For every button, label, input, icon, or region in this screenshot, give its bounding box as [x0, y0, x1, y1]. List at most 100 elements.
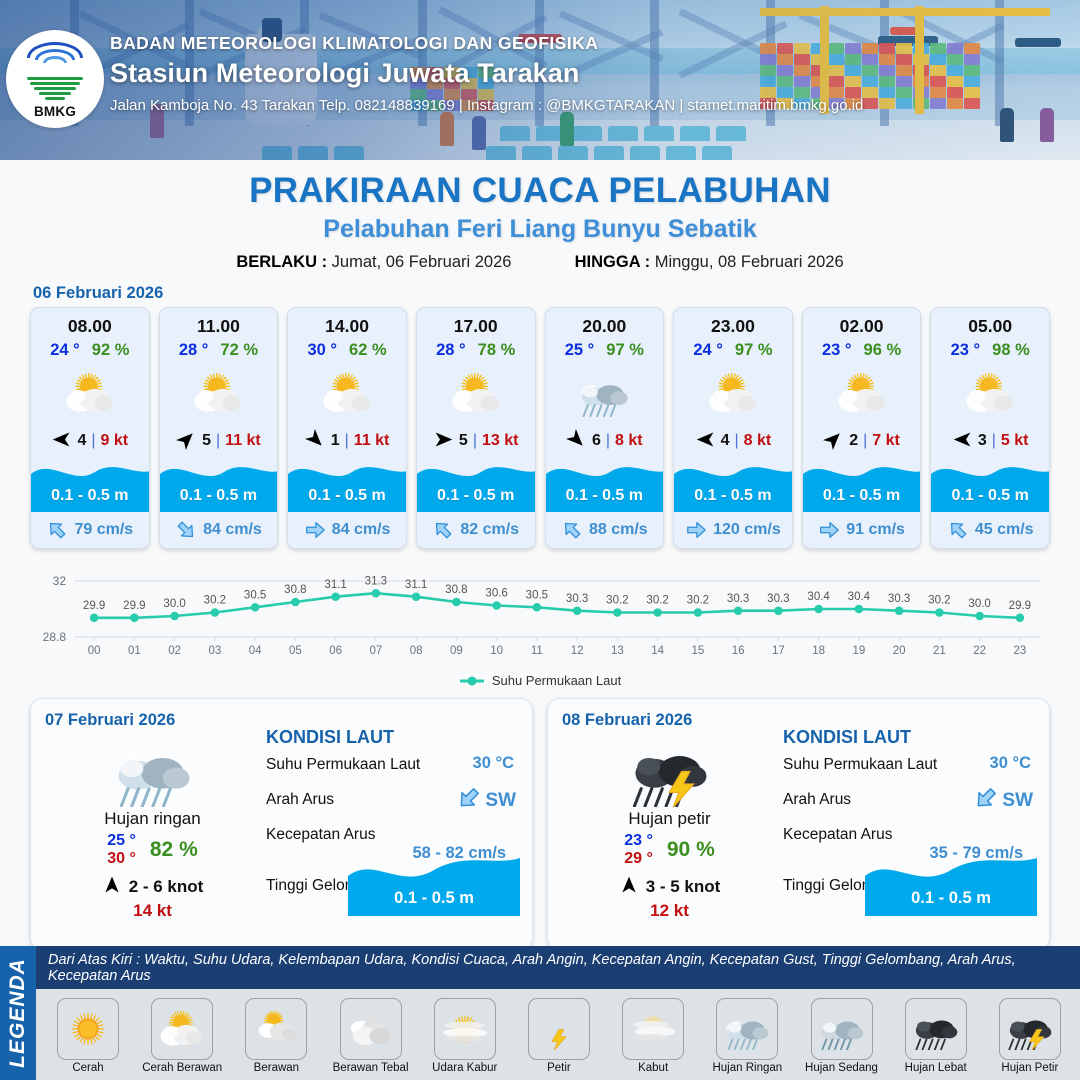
day2-condition: Hujan ringan — [104, 809, 201, 828]
forecast-card[interactable]: 14.00 30 ° 62 % 1 | 11 kt 0.1 - 0.5 m 84… — [287, 307, 407, 549]
day2-wave-graphic: 0.1 - 0.5 m — [348, 850, 520, 916]
card-current-row: 45 cm/s — [931, 512, 1049, 548]
day2-humidity: 82 % — [149, 838, 198, 862]
day3-humidity: 90 % — [666, 838, 715, 862]
svg-text:01: 01 — [128, 645, 141, 657]
svg-text:09: 09 — [450, 645, 463, 657]
svg-text:22: 22 — [973, 645, 986, 657]
svg-text:29.9: 29.9 — [123, 600, 145, 612]
card-wind-speed: 5 — [458, 432, 468, 449]
legend-item-label: Hujan Ringan — [712, 1061, 783, 1074]
card-wind-speed: 2 — [849, 432, 859, 449]
legend-item: Udara Kabur — [421, 997, 509, 1074]
card-gust: 13 kt — [481, 432, 519, 449]
forecast-card[interactable]: 11.00 28 ° 72 % 5 | 11 kt 0.1 - 0.5 m 84… — [158, 307, 279, 549]
card-humidity: 78 % — [477, 341, 516, 359]
legend-item: Hujan Petir — [986, 997, 1074, 1074]
wind-direction-arrow-icon — [51, 429, 72, 454]
svg-text:30.3: 30.3 — [888, 593, 910, 605]
card-gust: 5 kt — [1000, 432, 1029, 449]
card-wind-row: 1 | 11 kt — [288, 424, 406, 458]
card-current-row: 79 cm/s — [31, 512, 149, 548]
card-wind-row: 4 | 8 kt — [674, 424, 792, 458]
day3-sst-label: Suhu Permukaan Laut — [783, 756, 938, 773]
forecast-card[interactable]: 05.00 23 ° 98 % 3 | 5 kt 0.1 - 0.5 m 45 … — [930, 307, 1050, 549]
card-temperature: 23 ° — [950, 341, 981, 359]
separator: | — [863, 432, 868, 449]
legend-item: Hujan Lebat — [892, 997, 980, 1074]
forecast-card[interactable]: 08.00 24 ° 92 % 4 | 9 kt 0.1 - 0.5 m 79 … — [30, 307, 150, 549]
day2-current-speed-label: Kecepatan Arus — [266, 826, 376, 843]
forecast-card[interactable]: 02.00 23 ° 96 % 2 | 7 kt 0.1 - 0.5 m 91 … — [801, 307, 922, 549]
separator: | — [472, 432, 477, 449]
card-current-speed: 84 cm/s — [331, 521, 391, 538]
card-current-speed: 45 cm/s — [974, 521, 1034, 538]
svg-text:14: 14 — [651, 645, 664, 657]
svg-text:30.4: 30.4 — [807, 591, 830, 603]
cerah-berawan-icon — [288, 362, 406, 424]
card-wind-speed: 1 — [330, 432, 340, 449]
card-current-speed: 82 cm/s — [460, 521, 520, 538]
card-humidity: 92 % — [91, 341, 130, 359]
cerah-berawan-icon — [803, 362, 921, 424]
svg-text:08: 08 — [410, 645, 423, 657]
svg-text:31.1: 31.1 — [405, 579, 427, 591]
card-time: 23.00 — [711, 316, 755, 336]
day3-temp-min: 23 ° — [624, 832, 653, 849]
svg-text:29.9: 29.9 — [83, 600, 105, 612]
legend-item-label: Berawan — [253, 1061, 300, 1074]
legend-item-label: Kabut — [638, 1061, 669, 1074]
forecast-card[interactable]: 20.00 25 ° 97 % 6 | 8 kt 0.1 - 0.5 m 88 … — [544, 307, 665, 549]
card-gust: 7 kt — [872, 432, 900, 449]
agency-name: BADAN METEOROLOGI KLIMATOLOGI DAN GEOFIS… — [110, 33, 599, 53]
card-wind-speed: 6 — [591, 432, 601, 449]
card-humidity: 97 % — [734, 341, 773, 359]
legend-item: Petir — [515, 997, 603, 1074]
forecast-card[interactable]: 23.00 24 ° 97 % 4 | 8 kt 0.1 - 0.5 m 120… — [673, 307, 793, 549]
card-current-row: 84 cm/s — [288, 512, 406, 548]
svg-text:05: 05 — [289, 645, 302, 657]
svg-text:30.2: 30.2 — [687, 595, 709, 607]
card-wave-block: 0.1 - 0.5 m — [288, 456, 406, 512]
legend-item: Berawan Tebal — [327, 997, 415, 1074]
legend-item-label: Hujan Petir — [1001, 1061, 1059, 1074]
day3-wind-speed: 3 - 5 knot — [645, 876, 721, 896]
wind-direction-arrow-icon — [565, 428, 587, 454]
svg-text:19: 19 — [852, 645, 865, 657]
forecast-card-row: 08.00 24 ° 92 % 4 | 9 kt 0.1 - 0.5 m 79 … — [0, 307, 1080, 549]
separator: | — [91, 432, 96, 449]
svg-text:04: 04 — [249, 645, 262, 657]
card-time: 08.00 — [67, 316, 112, 336]
day1-date: 06 Februari 2026 — [33, 284, 164, 302]
legend-item: Hujan Ringan — [703, 997, 791, 1074]
forecast-card[interactable]: 17.00 28 ° 78 % 5 | 13 kt 0.1 - 0.5 m 82… — [415, 307, 536, 549]
card-current-speed: 120 cm/s — [713, 521, 781, 538]
card-time: 02.00 — [839, 316, 884, 336]
day2-sea-title: KONDISI LAUT — [266, 727, 394, 747]
day2-wind-direction-arrow-icon — [102, 875, 122, 899]
current-direction-arrow-icon — [304, 519, 326, 541]
day2-wind-speed: 2 - 6 knot — [128, 876, 204, 896]
card-wind-speed: 3 — [977, 432, 987, 449]
header-text-block: BADAN METEOROLOGI KLIMATOLOGI DAN GEOFIS… — [110, 33, 1060, 114]
card-wave-height: 0.1 - 0.5 m — [822, 487, 901, 504]
legend-item-row: Cerah Cerah Berawan Berawan Berawan Teba… — [36, 989, 1080, 1080]
svg-text:30.0: 30.0 — [163, 598, 185, 610]
day2-current-dir-value: SW — [485, 789, 516, 811]
chart-legend: Suhu Permukaan Laut — [0, 673, 1080, 688]
card-time: 17.00 — [453, 316, 498, 336]
udara-kabur-icon — [433, 997, 496, 1060]
card-wave-height: 0.1 - 0.5 m — [179, 487, 258, 504]
card-humidity: 98 % — [992, 341, 1030, 359]
legend-sidebar-title: LEGENDA — [6, 958, 29, 1068]
svg-text:30.2: 30.2 — [606, 595, 628, 607]
svg-text:15: 15 — [691, 645, 704, 657]
svg-text:30.3: 30.3 — [727, 593, 749, 605]
svg-text:16: 16 — [732, 645, 745, 657]
legend-item: Cerah — [44, 997, 132, 1074]
svg-text:06: 06 — [329, 645, 342, 657]
svg-text:17: 17 — [772, 645, 785, 657]
card-wind-row: 6 | 8 kt — [546, 424, 664, 458]
hujan-ringan-icon — [45, 733, 260, 808]
day3-wind-direction-arrow-icon — [619, 875, 639, 899]
